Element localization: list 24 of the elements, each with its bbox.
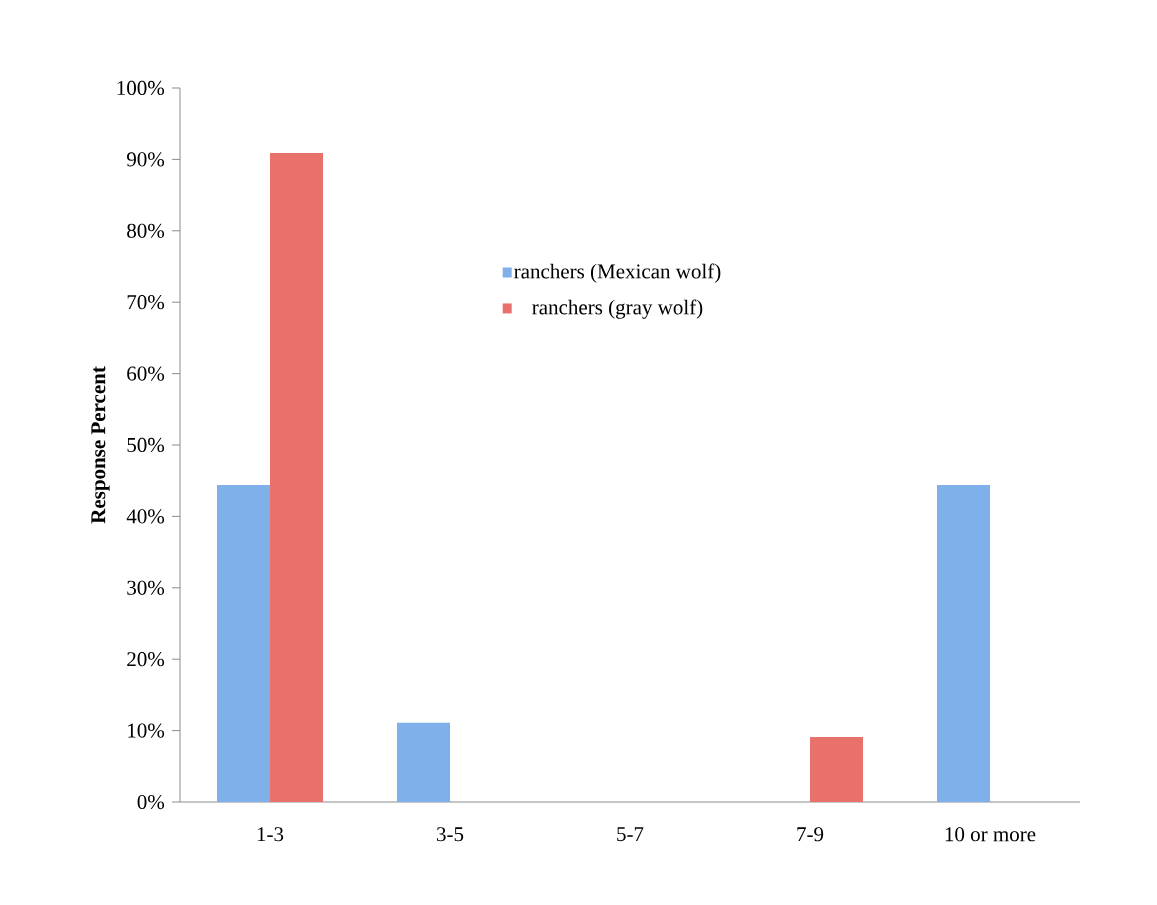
x-tick-label: 3-5 <box>437 827 464 842</box>
x-tick-label: 1-3 <box>257 827 284 842</box>
legend-label: ranchers (Mexican wolf) <box>514 263 721 283</box>
x-tick-label: 7-9 <box>797 827 824 842</box>
y-tick-label: 100% <box>117 80 165 96</box>
y-tick-label: 80% <box>127 223 165 238</box>
y-tick-label: 90% <box>126 152 165 167</box>
y-tick-label: 30% <box>127 580 165 595</box>
bar <box>217 484 270 802</box>
y-tick-label: 60% <box>127 366 165 381</box>
x-tick-label: 10 or more <box>945 827 1036 842</box>
bar <box>397 722 450 802</box>
y-tick-label: 0% <box>137 794 165 810</box>
bar <box>270 152 323 802</box>
y-tick-label: 70% <box>127 295 165 310</box>
y-tick-label: 20% <box>127 652 165 667</box>
x-tick-label: 5-7 <box>617 827 644 842</box>
legend-label: ranchers (gray wolf) <box>532 299 703 319</box>
bar <box>810 737 864 802</box>
y-tick-label: 50% <box>127 437 165 453</box>
y-axis-title: Response Percent <box>91 366 110 524</box>
y-tick-label: 40% <box>126 509 165 524</box>
bar <box>937 484 991 802</box>
y-tick-label: 10% <box>128 723 165 738</box>
